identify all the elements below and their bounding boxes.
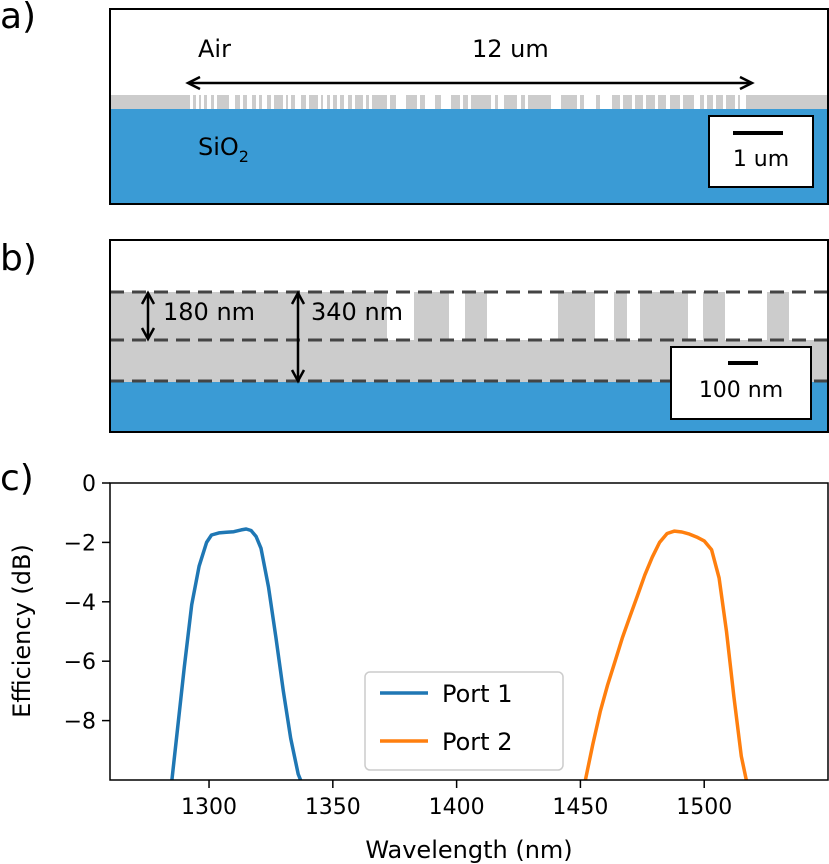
y-tick-label: 0 <box>82 472 96 497</box>
grating-gap <box>551 95 561 109</box>
y-tick-label: −2 <box>64 531 96 556</box>
grating-teeth <box>190 95 746 109</box>
grating-teeth-b <box>365 292 789 340</box>
grating-gap <box>262 95 267 109</box>
grating-gap <box>240 95 243 109</box>
x-tick-label: 1500 <box>676 795 732 820</box>
etch-depth-arrow <box>140 290 156 342</box>
scale-bar-a <box>733 131 783 135</box>
grating-gap <box>735 95 738 109</box>
grating-gap <box>288 95 291 109</box>
grating-gap <box>344 95 348 109</box>
grating-gap <box>201 95 204 109</box>
grating-gap <box>387 95 390 109</box>
grating-gap <box>491 95 495 109</box>
grating-gap <box>190 95 193 109</box>
grating-gap <box>740 95 746 109</box>
panel-a-frame <box>109 8 829 205</box>
x-axis: 1300 1350 1400 1450 1500 <box>181 780 732 820</box>
grating-gap <box>417 95 420 109</box>
grating-gap <box>363 95 366 109</box>
y-tick-label: −4 <box>64 591 96 616</box>
panel-b: 180 nm 340 nm 100 nm <box>109 239 829 433</box>
legend-box <box>364 671 564 771</box>
legend-label-port-2: Port 2 <box>442 728 512 756</box>
grating-gap <box>680 95 683 109</box>
grating-gap <box>694 95 700 109</box>
scale-label-b: 100 nm <box>699 378 783 403</box>
x-tick-label: 1400 <box>429 795 485 820</box>
x-tick-label: 1300 <box>181 795 237 820</box>
legend-label-port-1: Port 1 <box>442 680 512 708</box>
grating-gap <box>318 95 321 109</box>
plot-frame <box>109 482 829 781</box>
grating-gap <box>396 95 406 109</box>
grating-gap <box>337 95 340 109</box>
efficiency-chart: 1300 1350 1400 1450 1500 0 −2 −4 −6 −8 Wavelengt… <box>8 472 829 864</box>
grating-gap <box>460 95 463 109</box>
grating-gap <box>283 95 286 109</box>
y-tick-label: −8 <box>64 710 96 735</box>
grating-gap <box>723 95 726 109</box>
etch-depth-label: 180 nm <box>163 298 255 326</box>
grating-gap <box>666 95 670 109</box>
grating-gap <box>600 95 612 109</box>
x-axis-label: Wavelength (nm) <box>365 836 572 864</box>
air-label: Air <box>198 35 231 63</box>
legend: Port 1 Port 2 <box>364 671 564 771</box>
grating-gap <box>584 95 596 109</box>
thickness-label: 340 nm <box>311 298 403 326</box>
series-line-port-2 <box>583 529 749 781</box>
sio2-label: SiO2 <box>198 133 249 166</box>
grating-gap <box>632 95 635 109</box>
grating-gap <box>369 95 372 109</box>
scale-label-a: 1 um <box>733 147 789 172</box>
grating-gap <box>468 95 471 109</box>
grating-gap <box>498 95 504 109</box>
scale-bar-b <box>728 361 758 365</box>
x-tick-label: 1350 <box>305 795 361 820</box>
grating-gap <box>229 95 235 109</box>
panel-a-label: a) <box>0 0 36 37</box>
silicon-slab-left <box>110 292 365 382</box>
grating-gap <box>323 95 327 109</box>
grating-gap <box>256 95 259 109</box>
grating-gap <box>271 95 274 109</box>
series-layer <box>170 527 749 781</box>
y-tick-label: −6 <box>64 650 96 675</box>
grating-gap <box>306 95 309 109</box>
grating-gap <box>577 95 580 109</box>
grating-gap <box>643 95 646 109</box>
grating-gap <box>525 95 528 109</box>
series-line-port-1 <box>170 527 303 781</box>
grating-gap <box>713 95 716 109</box>
grating-gap <box>655 95 658 109</box>
y-axis: 0 −2 −4 −6 −8 <box>64 472 110 735</box>
x-tick-label: 1450 <box>552 795 608 820</box>
length-label: 12 um <box>472 35 549 63</box>
grating-gap <box>517 95 521 109</box>
grating-gap <box>352 95 355 109</box>
grating-gap <box>247 95 252 109</box>
grating-gap <box>620 95 623 109</box>
grating-gap <box>425 95 435 109</box>
grating-gap <box>295 95 301 109</box>
panel-a: Air 12 um SiO2 1 um <box>109 8 829 205</box>
y-axis-label: Efficiency (dB) <box>8 544 36 718</box>
grating-gap <box>441 95 451 109</box>
scale-bar-box-b: 100 nm <box>670 346 812 420</box>
length-arrow <box>185 75 755 91</box>
scale-bar-box-a: 1 um <box>708 115 814 188</box>
grating-gap <box>704 95 707 109</box>
panel-b-frame <box>109 239 829 433</box>
panel-c-label: c) <box>0 458 34 499</box>
grating-gap <box>214 95 217 109</box>
grating-gap <box>330 95 333 109</box>
grating-gap <box>196 95 199 109</box>
thickness-arrow <box>290 290 306 384</box>
panel-b-label: b) <box>0 238 37 279</box>
grating-gap <box>207 95 211 109</box>
